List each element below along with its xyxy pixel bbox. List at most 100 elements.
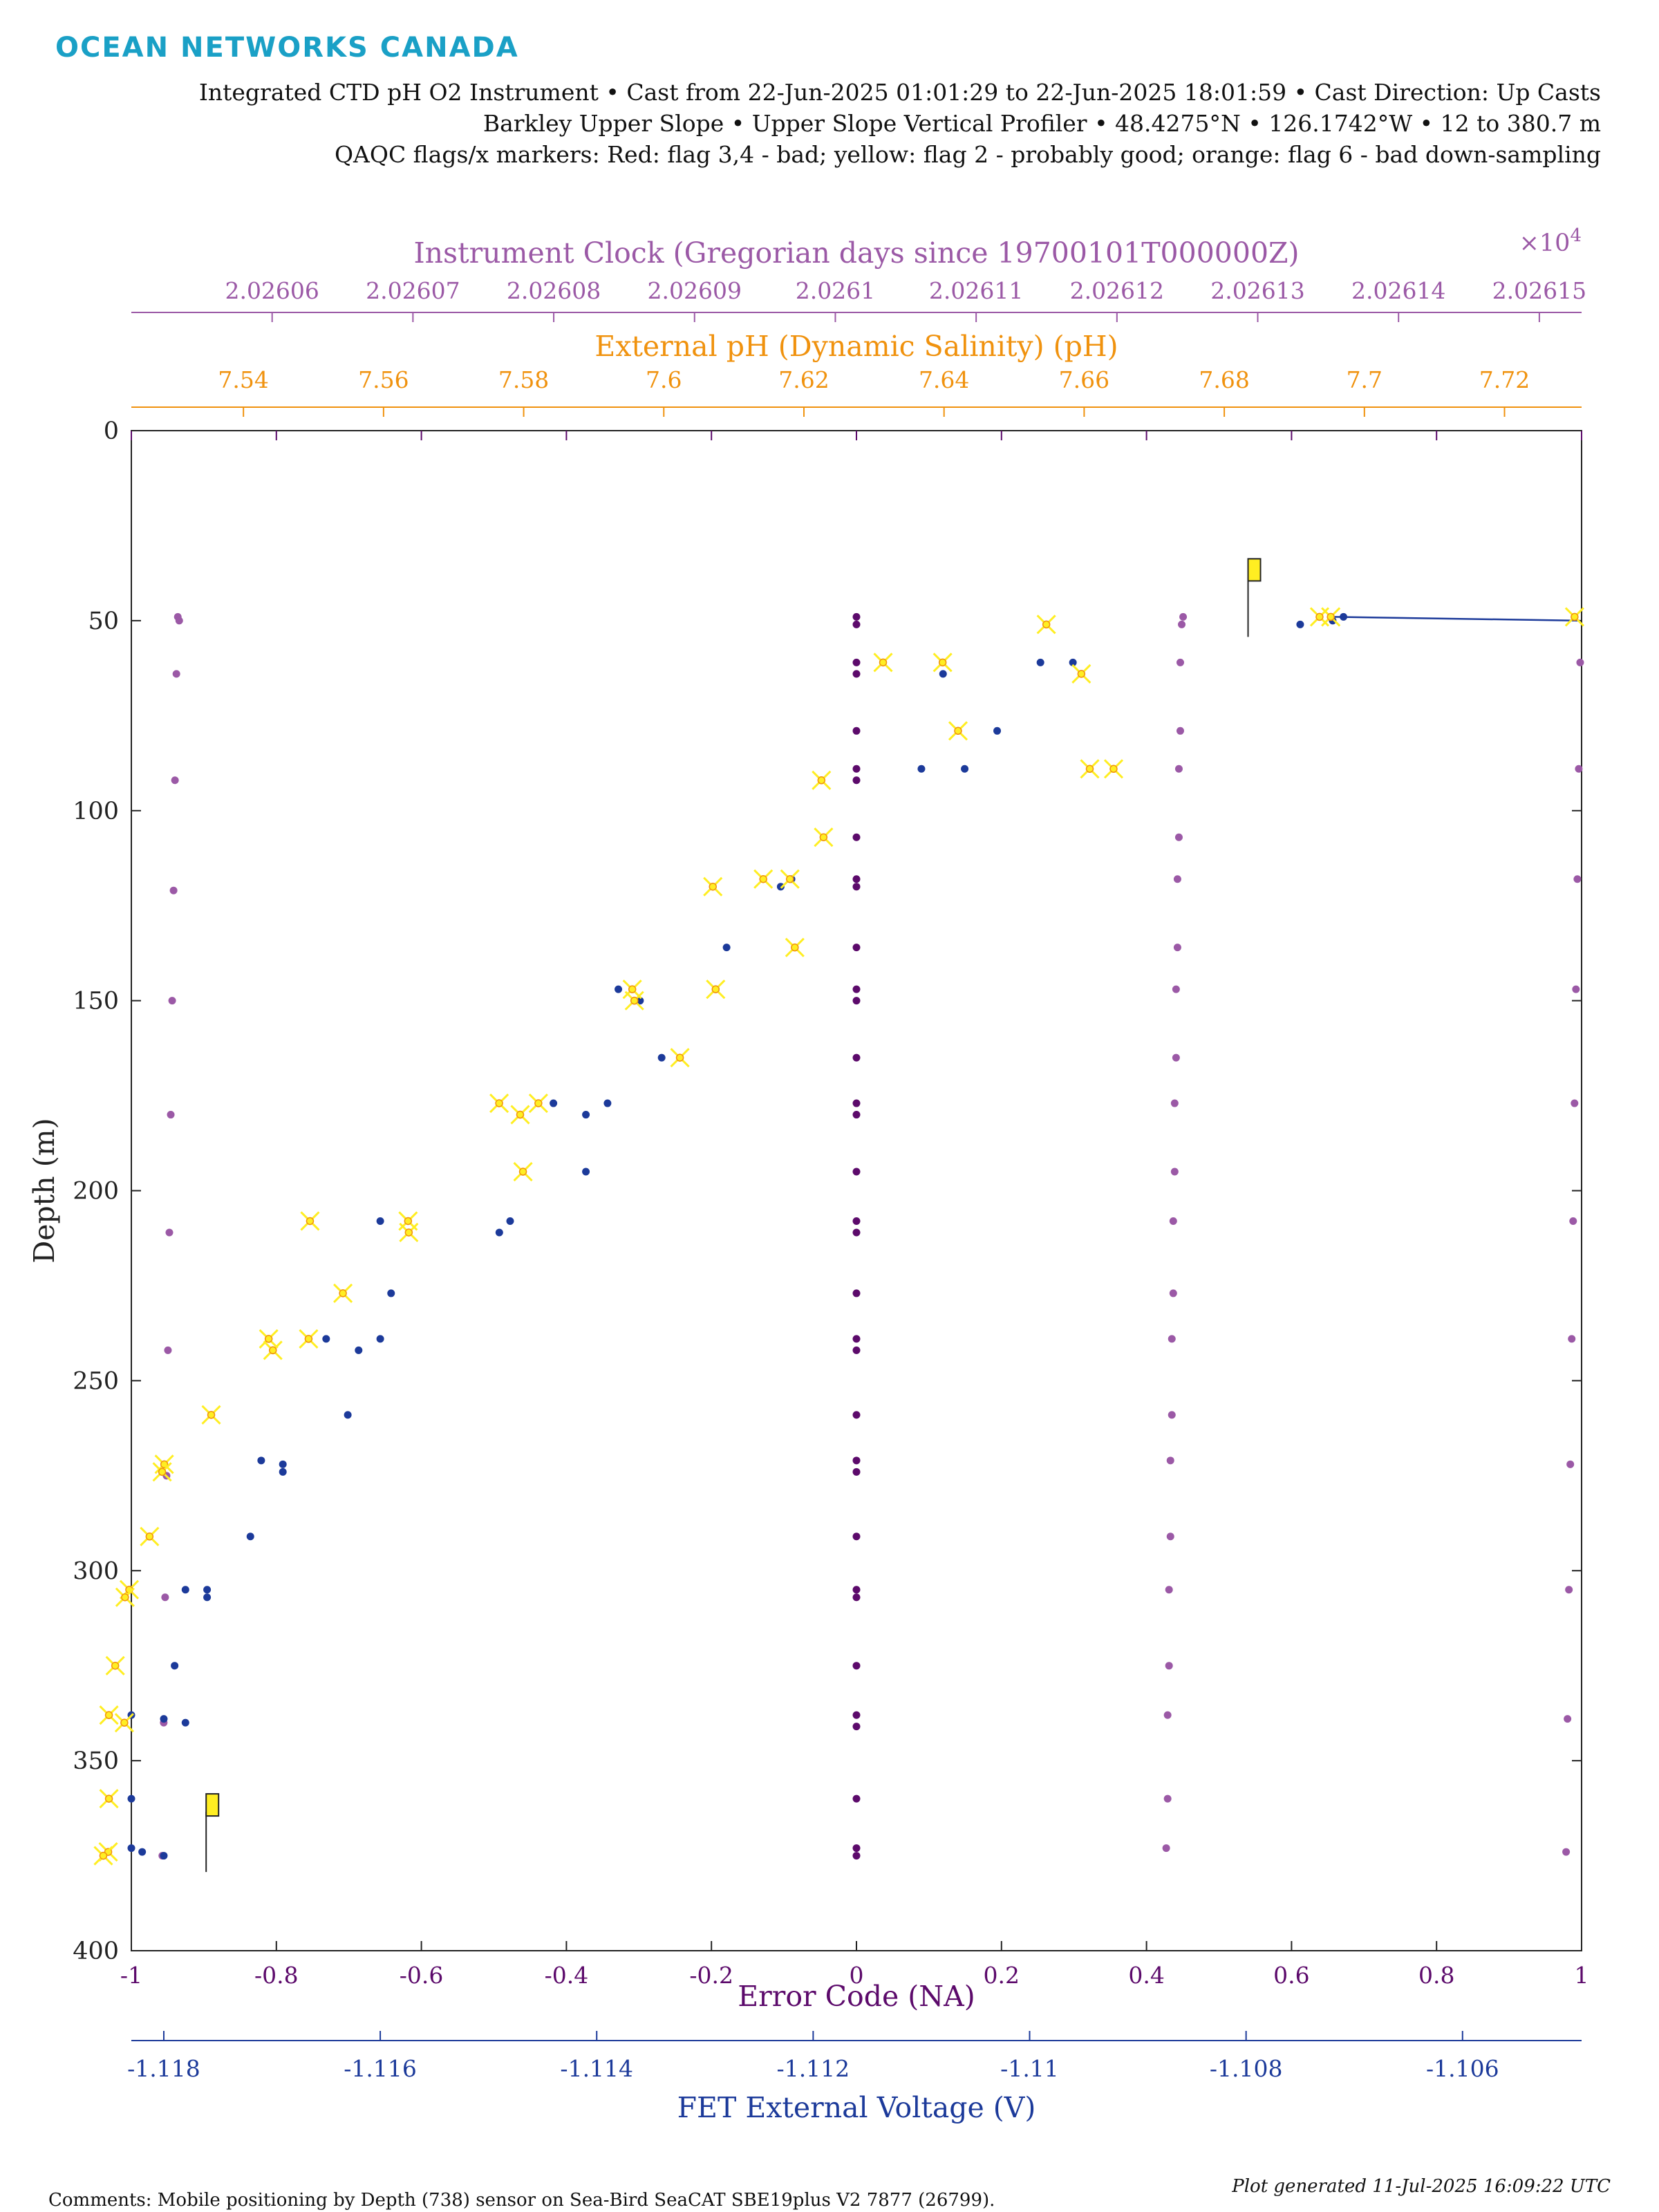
clock-data-point xyxy=(1170,1168,1179,1176)
fet-data-point xyxy=(376,1217,384,1225)
fet-data-point xyxy=(603,1099,612,1107)
error-data-point xyxy=(852,765,861,773)
clock-data-point xyxy=(1571,1099,1579,1107)
ph-dot xyxy=(306,1217,315,1226)
fet-data-point xyxy=(582,1111,590,1119)
ph-data-point xyxy=(1103,759,1124,779)
fet-data-point xyxy=(203,1593,212,1602)
clock-data-point xyxy=(1173,944,1181,952)
error-data-point xyxy=(852,1711,861,1719)
fet-data-point xyxy=(246,1533,254,1541)
ph-axis-title: External pH (Dynamic Salinity) (pH) xyxy=(594,330,1118,363)
ph-dot xyxy=(104,1794,113,1803)
ph-dot xyxy=(785,874,794,883)
clock-tick-label: 2.02612 xyxy=(1070,277,1164,304)
ph-data-point xyxy=(528,1093,548,1114)
ph-data-point xyxy=(115,1587,135,1607)
error-data-point xyxy=(852,670,861,678)
ph-dot xyxy=(111,1661,120,1670)
ph-dot xyxy=(628,985,637,993)
ph-dot xyxy=(1109,765,1118,774)
ph-data-point xyxy=(814,827,834,847)
ph-data-point xyxy=(670,1048,690,1068)
ph-data-point xyxy=(1080,759,1100,779)
error-data-point xyxy=(852,1411,861,1419)
ph-axis: 7.54 7.56 7.58 7.6 7.62 7.64 7.66 7.68 7.7 7.72 Ex… xyxy=(131,330,1582,417)
fet-axis: -1.118 -1.116 -1.114 -1.112 -1.11 -1.108 -1.10… xyxy=(127,2031,1582,2124)
ph-tick-label: 7.66 xyxy=(1059,366,1109,393)
ph-data-point xyxy=(703,877,723,897)
clock-data-point xyxy=(1174,833,1183,841)
ph-data-point xyxy=(624,991,644,1011)
clock-data-point xyxy=(1166,1456,1174,1465)
ph-tick-label: 7.68 xyxy=(1199,366,1249,393)
depth-axis: 0 50 100 150 200 250 300 350 400 Depth (m) xyxy=(28,418,1582,1965)
clock-data-point xyxy=(161,1593,169,1602)
ph-tick-label: 7.6 xyxy=(646,366,682,393)
ph-data-point xyxy=(300,1211,320,1231)
clock-data-point xyxy=(1572,985,1580,993)
error-data-point xyxy=(852,1533,861,1541)
clock-tick-label: 2.02613 xyxy=(1210,277,1304,304)
depth-tick-label: 0 xyxy=(104,418,119,445)
ph-tick-label: 7.54 xyxy=(218,366,268,393)
fet-data-point xyxy=(279,1460,287,1468)
fet-connector-line xyxy=(1332,616,1580,622)
clock-data-point xyxy=(1174,765,1183,773)
ph-data-point xyxy=(510,1105,530,1125)
ph-dot xyxy=(518,1168,527,1176)
clock-data-point xyxy=(1179,612,1188,621)
ph-data-point xyxy=(1036,615,1056,635)
ph-dot xyxy=(404,1228,413,1237)
error-tick-label: -0.8 xyxy=(254,1962,299,1989)
error-axis-title: Error Code (NA) xyxy=(738,1980,975,2013)
ph-dot xyxy=(121,1593,129,1602)
fet-data-point xyxy=(344,1411,352,1419)
ph-tick-label: 7.72 xyxy=(1479,366,1530,393)
ph-data-point xyxy=(785,937,805,957)
ph-data-point xyxy=(140,1526,160,1546)
error-data-point xyxy=(852,1593,861,1602)
flag-marker-box xyxy=(205,1793,220,1817)
depth-axis-title: Depth (m) xyxy=(28,1118,61,1263)
header-line-2: Barkley Upper Slope • Upper Slope Vertic… xyxy=(482,110,1601,137)
clock-data-point xyxy=(1168,1335,1176,1343)
ph-dot xyxy=(954,727,962,735)
ph-data-point xyxy=(263,1340,283,1360)
fet-data-point xyxy=(160,1852,168,1860)
ph-data-point xyxy=(812,770,832,790)
fet-data-point xyxy=(1036,658,1044,666)
ph-dot xyxy=(404,1217,413,1226)
ph-data-point xyxy=(105,1656,125,1676)
ph-dot xyxy=(495,1099,503,1107)
ph-data-point xyxy=(753,869,774,889)
error-data-point xyxy=(852,1099,861,1107)
clock-data-point xyxy=(1166,1533,1174,1541)
ph-data-point xyxy=(489,1093,509,1114)
error-data-point xyxy=(852,1111,861,1119)
clock-data-point xyxy=(1165,1662,1173,1670)
error-tick-label: 0.4 xyxy=(1128,1962,1164,1989)
error-data-point xyxy=(852,833,861,841)
fet-data-point xyxy=(961,765,969,773)
ph-data-point xyxy=(932,653,953,673)
fet-data-point xyxy=(495,1228,503,1237)
fet-tick-label: -1.11 xyxy=(1000,2055,1059,2082)
ph-data-point xyxy=(1071,664,1091,684)
error-tick-label: 0.6 xyxy=(1273,1962,1309,1989)
ph-data-point xyxy=(201,1405,221,1425)
clock-tick-label: 2.02611 xyxy=(929,277,1023,304)
error-data-point xyxy=(852,883,861,891)
error-data-point xyxy=(852,1794,861,1803)
fet-tick-label: -1.106 xyxy=(1426,2055,1499,2082)
error-data-point xyxy=(852,1217,861,1225)
error-axis: -1 -0.8 -0.6 -0.4 -0.2 0 0.2 0.4 0.6 0.8 1 Error Co… xyxy=(120,431,1589,2013)
plot-frame xyxy=(131,430,1582,1951)
clock-data-point xyxy=(1576,658,1584,666)
clock-tick-label: 2.02614 xyxy=(1351,277,1445,304)
ph-data-point xyxy=(152,1462,172,1482)
ph-data-point xyxy=(114,1713,134,1733)
clock-data-point xyxy=(1564,1715,1572,1723)
ph-dot xyxy=(268,1346,277,1355)
fet-data-point xyxy=(257,1456,265,1465)
